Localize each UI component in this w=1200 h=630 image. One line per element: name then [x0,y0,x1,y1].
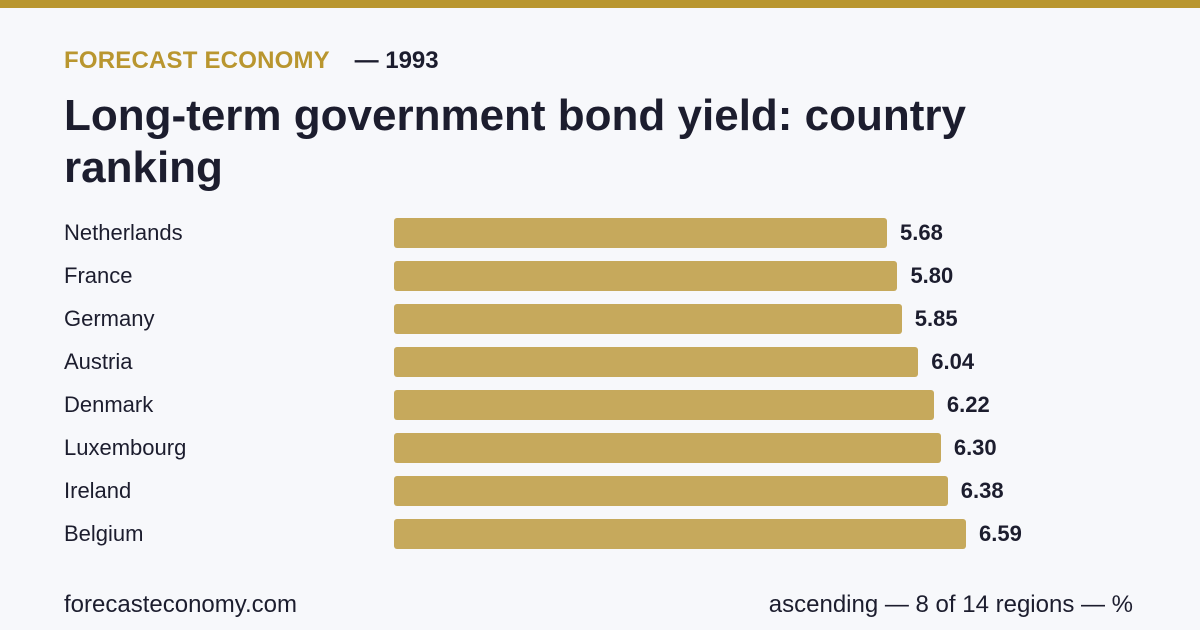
category-label: Germany [64,306,155,331]
year-label: — 1993 [354,47,439,74]
value-label: 6.59 [979,521,1022,546]
bar [394,433,941,463]
source-label: forecasteconomy.com [64,591,297,618]
chart-title: Long-term government bond yield: country… [64,91,967,192]
category-label: Denmark [64,392,154,417]
value-label: 5.68 [900,220,943,245]
bar [394,218,888,248]
value-label: 6.30 [953,435,997,460]
footer-note: ascending — 8 of 14 regions — % [768,591,1133,618]
category-label: Ireland [64,478,132,503]
value-label: 5.80 [910,263,954,288]
bar [394,347,919,377]
brand-label: FORECAST ECONOMY [64,47,330,74]
bar [394,304,902,334]
top-accent-bar [0,0,1200,8]
bar [394,261,898,291]
category-label: France [64,263,133,288]
eyebrow: FORECAST ECONOMY — 1993 [64,46,439,76]
value-label: 6.22 [946,392,990,417]
category-label: Luxembourg [64,435,187,460]
value-label: 5.85 [914,306,958,331]
category-label: Austria [64,349,133,374]
value-label: 6.38 [960,478,1004,503]
category-label: Netherlands [64,220,183,245]
bar [394,390,934,420]
bar [394,476,948,506]
category-label: Belgium [64,521,144,546]
value-label: 6.04 [931,349,975,374]
bar [394,519,966,549]
